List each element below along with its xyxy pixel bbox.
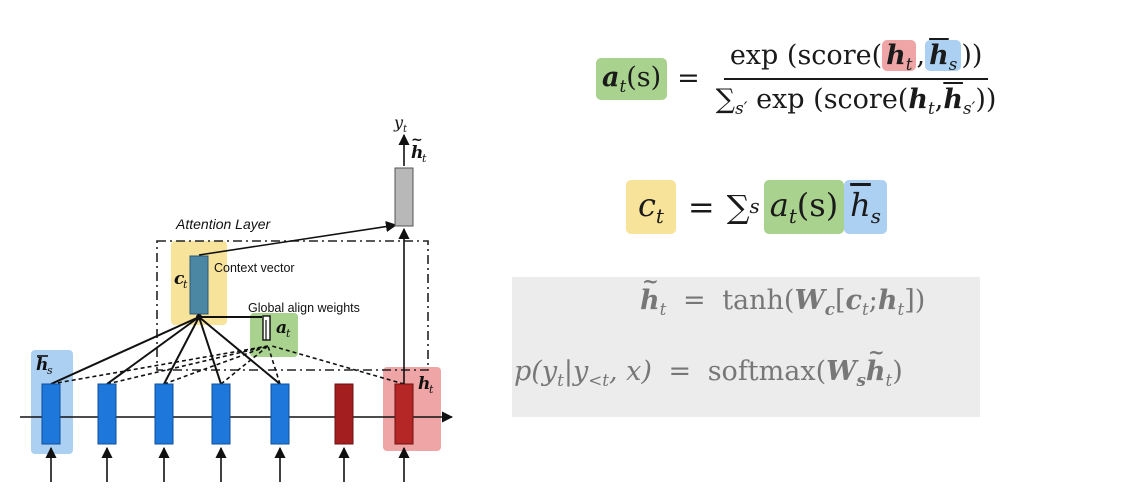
eq1-fraction: exp (score(ht, hs)) ∑s′ exp (score(ht,hs′… xyxy=(710,40,1003,118)
attention-layer-label: Attention Layer xyxy=(175,216,272,232)
encoder-cell-3 xyxy=(154,383,174,445)
eq1-lhs: at(s) xyxy=(596,57,668,100)
at-highlight xyxy=(250,313,298,357)
svg-text:h: h xyxy=(411,143,423,163)
attention-diagram: Attention Layer Context vector Global al… xyxy=(20,113,454,482)
encoder-cell-1 xyxy=(41,383,61,445)
global-align-weights-label: Global align weights xyxy=(248,301,360,315)
eq1-num-hs: hs xyxy=(925,40,962,74)
encoder-cell-4 xyxy=(211,383,231,445)
svg-text:a: a xyxy=(276,318,287,338)
hs-label: h s xyxy=(36,355,53,377)
svg-text:t: t xyxy=(403,124,408,135)
svg-text:~: ~ xyxy=(411,132,423,148)
decoder-cell-2 xyxy=(394,383,414,445)
context-vector-label: Context vector xyxy=(214,261,295,275)
equation-alignment-weights: at(s) = exp (score(ht, hs)) ∑s′ exp (scor… xyxy=(596,40,1002,118)
eq1-denominator: ∑s′ exp (score(ht,hs′)) xyxy=(715,83,997,118)
yt-label: y t xyxy=(393,113,408,135)
context-vector-cell xyxy=(189,255,209,315)
eq2-hs: hs xyxy=(844,180,887,234)
svg-text:t: t xyxy=(183,278,188,291)
output-cell xyxy=(394,167,414,227)
encoder-cells xyxy=(41,383,290,445)
ct-label: c t xyxy=(174,269,188,291)
svg-text:t: t xyxy=(422,152,427,165)
eq1-num-ht: ht xyxy=(882,40,917,74)
equation-softmax-output: p(yt|y<t, x) = softmax(Ws ~ ht) xyxy=(514,340,903,390)
ht-label: h t xyxy=(418,374,434,396)
align-dashed-lines xyxy=(50,345,405,385)
equation-context-vector: ct = ∑ s at(s) hs xyxy=(626,180,887,234)
svg-text:t: t xyxy=(429,383,434,396)
encoder-cell-2 xyxy=(97,383,117,445)
svg-text:t: t xyxy=(286,327,291,340)
svg-text:h: h xyxy=(418,374,430,394)
output-equations-box xyxy=(512,277,980,417)
svg-text:y: y xyxy=(393,113,404,132)
eq1-numerator: exp (score(ht, hs)) xyxy=(723,40,989,80)
eq2-at: at(s) xyxy=(763,180,845,234)
htilde-output-label: h t ~ xyxy=(411,132,427,165)
context-to-output-arrow xyxy=(198,220,398,256)
at-label: a t xyxy=(276,318,291,340)
input-arrows xyxy=(45,446,410,482)
svg-text:s: s xyxy=(47,364,53,377)
eq2-ct: ct xyxy=(626,180,676,234)
equation-attentional-hidden: ~ ht = tanh(Wc[ct;ht]) xyxy=(640,269,926,319)
decoder-cell-1 xyxy=(334,383,354,445)
encoder-cell-5 xyxy=(270,383,290,445)
svg-text:c: c xyxy=(174,269,185,289)
svg-text:h: h xyxy=(36,355,48,375)
